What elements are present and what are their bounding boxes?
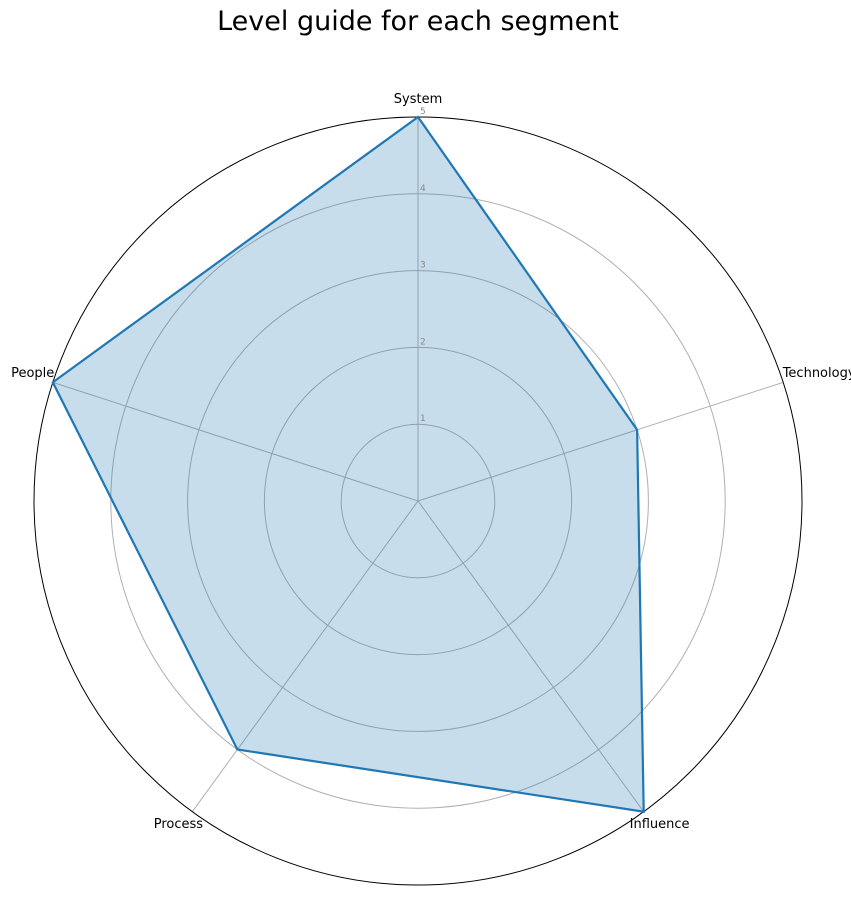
r-tick-label-3: 3 <box>420 261 426 271</box>
r-tick-label-2: 2 <box>420 337 426 347</box>
axis-label-influence: Influence <box>630 817 690 832</box>
r-tick-label-1: 1 <box>420 414 426 424</box>
axis-label-people: People <box>11 366 54 381</box>
axis-label-technology: Technology <box>782 366 851 381</box>
spoke-technology <box>417 381 784 502</box>
spoke-process <box>191 500 419 812</box>
r-tick-label-5: 5 <box>420 107 426 117</box>
spoke-influence <box>417 500 645 812</box>
axis-label-system: System <box>394 92 442 107</box>
axis-label-process: Process <box>154 817 204 832</box>
r-tick-label-4: 4 <box>420 184 426 194</box>
series-line-0 <box>51 115 645 813</box>
spoke-people <box>52 381 419 502</box>
chart-title: Level guide for each segment <box>217 6 619 37</box>
series-fill-0 <box>52 117 644 812</box>
